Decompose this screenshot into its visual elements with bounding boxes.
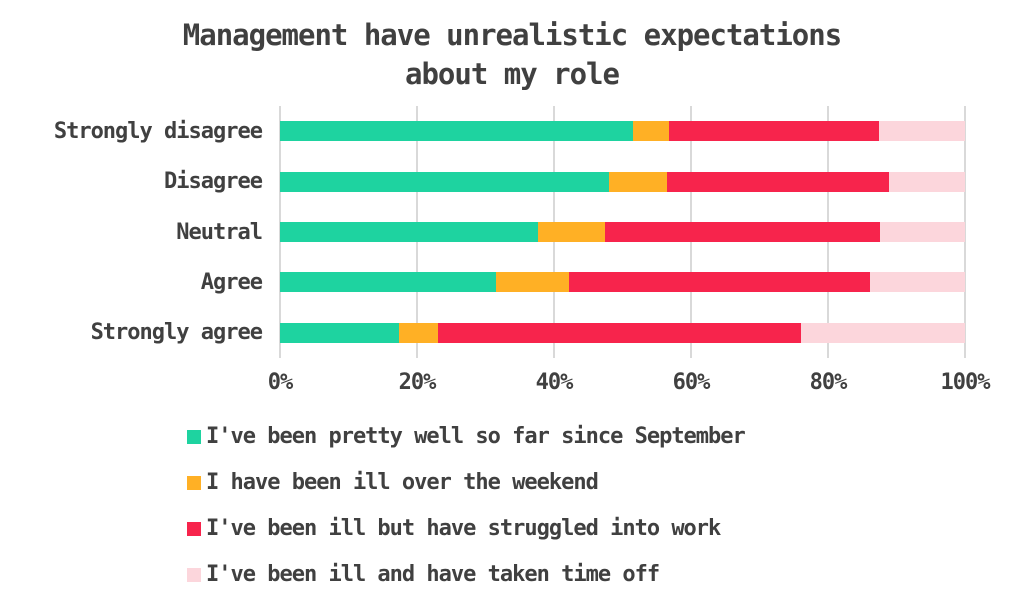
legend-item: I've been ill and have taken time off xyxy=(187,562,1024,587)
bar-segment xyxy=(609,171,668,192)
chart-title-line-1: Management have unrealistic expectations xyxy=(182,18,842,52)
legend-item: I've been pretty well so far since Septe… xyxy=(187,424,1024,449)
stacked-bar xyxy=(280,322,965,343)
stacked-bar xyxy=(280,121,965,142)
bar-segment xyxy=(667,171,889,192)
x-tick-label: 40% xyxy=(535,370,574,395)
legend-label: I have been ill over the weekend xyxy=(206,470,599,495)
x-tick-label: 80% xyxy=(809,370,848,395)
legend-item: I've been ill but have struggled into wo… xyxy=(187,516,1024,541)
plot-region: Strongly disagree Disagree Neutral Agree Str… xyxy=(0,106,1024,358)
bar-segment xyxy=(437,322,801,343)
legend-label: I've been pretty well so far since Septe… xyxy=(206,424,746,449)
bar-row xyxy=(280,257,965,307)
bar-segment xyxy=(633,121,670,142)
bar-segment xyxy=(800,322,965,343)
category-label: Disagree xyxy=(164,169,263,195)
stacked-bar xyxy=(280,171,965,192)
legend-swatch-icon xyxy=(187,521,201,536)
bar-segment xyxy=(280,322,400,343)
legend-swatch-icon xyxy=(187,475,201,490)
x-axis: 0% 20% 40% 60% 80% 100% xyxy=(268,358,991,398)
bar-segment xyxy=(399,322,438,343)
bar-segment xyxy=(880,222,965,243)
legend-label: I've been ill but have struggled into wo… xyxy=(206,516,721,541)
bar-row xyxy=(280,156,965,206)
legend: I've been pretty well so far since Septe… xyxy=(187,424,1024,608)
stacked-bar xyxy=(280,272,965,293)
bar-segment xyxy=(280,121,634,142)
bar-segment xyxy=(280,272,496,293)
bar-segment xyxy=(604,222,881,243)
category-label: Strongly disagree xyxy=(53,118,263,144)
gridline-100 xyxy=(964,106,966,358)
bar-row xyxy=(280,106,965,156)
legend-swatch-icon xyxy=(187,429,201,444)
bar-row xyxy=(280,308,965,358)
bar-rows xyxy=(280,106,965,358)
x-tick-label: 100% xyxy=(940,370,991,395)
bar-segment xyxy=(870,272,965,293)
chart-title: Management have unrealistic expectations… xyxy=(0,0,1024,94)
x-tick-label: 0% xyxy=(267,370,293,395)
legend-label: I've been ill and have taken time off xyxy=(206,562,660,587)
x-tick-label: 60% xyxy=(672,370,711,395)
bar-segment xyxy=(669,121,880,142)
bar-segment xyxy=(280,171,610,192)
bar-segment xyxy=(888,171,965,192)
bar-segment xyxy=(879,121,965,142)
bar-segment xyxy=(538,222,605,243)
plot-area xyxy=(279,106,966,358)
bar-segment xyxy=(569,272,871,293)
stacked-bar xyxy=(280,222,965,243)
legend-item: I have been ill over the weekend xyxy=(187,470,1024,495)
category-label: Agree xyxy=(200,269,263,295)
x-tick-label: 20% xyxy=(398,370,437,395)
chart-title-line-2: about my role xyxy=(405,57,620,91)
category-label: Strongly agree xyxy=(90,320,263,346)
bar-segment xyxy=(280,222,539,243)
legend-swatch-icon xyxy=(187,567,201,582)
category-labels: Strongly disagree Disagree Neutral Agree Str… xyxy=(0,106,280,358)
bar-segment xyxy=(495,272,570,293)
bar-row xyxy=(280,207,965,257)
category-label: Neutral xyxy=(176,219,263,245)
